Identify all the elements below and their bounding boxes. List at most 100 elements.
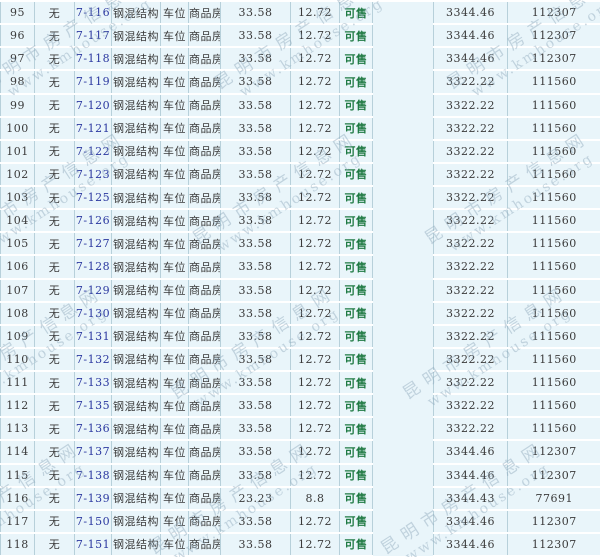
shared-area-cell: 12.72 [290,47,340,72]
sale-status-badge: 可售 [339,347,373,373]
total-price-cell: 111560 [507,255,600,280]
unit-number-link[interactable]: 7-120 [74,93,112,118]
sale-status-badge: 可售 [339,486,373,511]
area-cell: 33.58 [220,509,291,534]
total-price-cell: 112307 [507,24,600,49]
unit-number-link[interactable]: 7-125 [74,186,112,211]
house-type-cell: 商品房 [188,301,221,326]
shared-area-cell: 12.72 [290,301,340,326]
unit-number-link[interactable]: 7-118 [74,47,112,72]
unit-number-link[interactable]: 7-123 [74,162,112,188]
area-cell: 33.58 [220,24,291,49]
total-price-cell: 112307 [507,47,600,72]
area-cell: 33.58 [220,463,291,488]
empty-column [372,1,434,556]
structure-cell: 钢混结构 [111,70,161,95]
sale-status-badge: 可售 [339,417,373,442]
house-type-cell: 商品房 [188,278,221,303]
structure-cell: 钢混结构 [111,24,161,49]
unit-number-link[interactable]: 7-122 [74,139,112,164]
unit-number-link[interactable]: 7-137 [74,440,112,465]
unit-number-link[interactable]: 7-133 [74,371,112,396]
unit-number-link[interactable]: 7-151 [74,532,112,557]
mortgage-status-cell: 无 [34,162,75,188]
unit-number-link[interactable]: 7-128 [74,255,112,280]
shared-area-cell: 12.72 [290,278,340,303]
mortgage-status-cell: 无 [34,371,75,396]
row-number-cell: 108 [0,301,35,326]
row-number-cell: 95 [0,1,35,26]
shared-area-cell: 12.72 [290,70,340,95]
structure-cell: 钢混结构 [111,255,161,280]
table-row: 99 无 7-120 钢混结构 车位 商品房 33.58 12.72 可售 3322.22 1115… [0,93,600,118]
house-type-cell: 商品房 [188,486,221,511]
unit-number-link[interactable]: 7-117 [74,24,112,49]
shared-area-cell: 12.72 [290,186,340,211]
unit-number-link[interactable]: 7-135 [74,394,112,419]
usage-cell: 车位 [160,301,189,326]
unit-price-cell: 3344.46 [433,1,508,26]
total-price-cell: 111560 [507,116,600,141]
unit-price-cell: 3322.22 [433,116,508,141]
sale-status-badge: 可售 [339,139,373,164]
area-cell: 33.58 [220,209,291,234]
shared-area-cell: 12.72 [290,116,340,141]
table-row: 96 无 7-117 钢混结构 车位 商品房 33.58 12.72 可售 3344.46 1123… [0,24,600,49]
table-row: 116 无 7-139 钢混结构 车位 商品房 23.23 8.8 可售 3344.43 77691 [0,486,600,511]
unit-number-link[interactable]: 7-119 [74,70,112,95]
unit-number-link[interactable]: 7-136 [74,417,112,442]
mortgage-status-cell: 无 [34,417,75,442]
house-type-cell: 商品房 [188,139,221,164]
sale-status-badge: 可售 [339,209,373,234]
usage-cell: 车位 [160,486,189,511]
usage-cell: 车位 [160,139,189,164]
house-type-cell: 商品房 [188,255,221,280]
row-number-cell: 106 [0,255,35,280]
shared-area-cell: 12.72 [290,209,340,234]
mortgage-status-cell: 无 [34,93,75,118]
sale-status-badge: 可售 [339,394,373,419]
unit-price-cell: 3344.46 [433,440,508,465]
mortgage-status-cell: 无 [34,70,75,95]
mortgage-status-cell: 无 [34,486,75,511]
house-type-cell: 商品房 [188,162,221,188]
usage-cell: 车位 [160,93,189,118]
structure-cell: 钢混结构 [111,139,161,164]
area-cell: 33.58 [220,394,291,419]
unit-number-link[interactable]: 7-150 [74,509,112,534]
unit-number-link[interactable]: 7-129 [74,278,112,303]
unit-number-link[interactable]: 7-131 [74,324,112,349]
unit-number-link[interactable]: 7-130 [74,301,112,326]
shared-area-cell: 12.72 [290,232,340,257]
shared-area-cell: 12.72 [290,417,340,442]
unit-number-link[interactable]: 7-138 [74,463,112,488]
sale-status-badge: 可售 [339,1,373,26]
shared-area-cell: 12.72 [290,139,340,164]
usage-cell: 车位 [160,1,189,26]
unit-number-link[interactable]: 7-121 [74,116,112,141]
unit-number-link[interactable]: 7-116 [74,1,112,26]
shared-area-cell: 12.72 [290,162,340,188]
sale-status-badge: 可售 [339,278,373,303]
structure-cell: 钢混结构 [111,186,161,211]
unit-number-link[interactable]: 7-127 [74,232,112,257]
shared-area-cell: 12.72 [290,324,340,349]
structure-cell: 钢混结构 [111,93,161,118]
usage-cell: 车位 [160,371,189,396]
row-number-cell: 109 [0,324,35,349]
unit-number-link[interactable]: 7-126 [74,209,112,234]
row-number-cell: 96 [0,24,35,49]
usage-cell: 车位 [160,509,189,534]
unit-number-link[interactable]: 7-139 [74,486,112,511]
usage-cell: 车位 [160,532,189,557]
total-price-cell: 111560 [507,278,600,303]
total-price-cell: 112307 [507,463,600,488]
shared-area-cell: 12.72 [290,440,340,465]
sale-status-badge: 可售 [339,186,373,211]
unit-number-link[interactable]: 7-132 [74,347,112,373]
shared-area-cell: 8.8 [290,486,340,511]
unit-price-cell: 3322.22 [433,255,508,280]
row-number-cell: 104 [0,209,35,234]
shared-area-cell: 12.72 [290,394,340,419]
